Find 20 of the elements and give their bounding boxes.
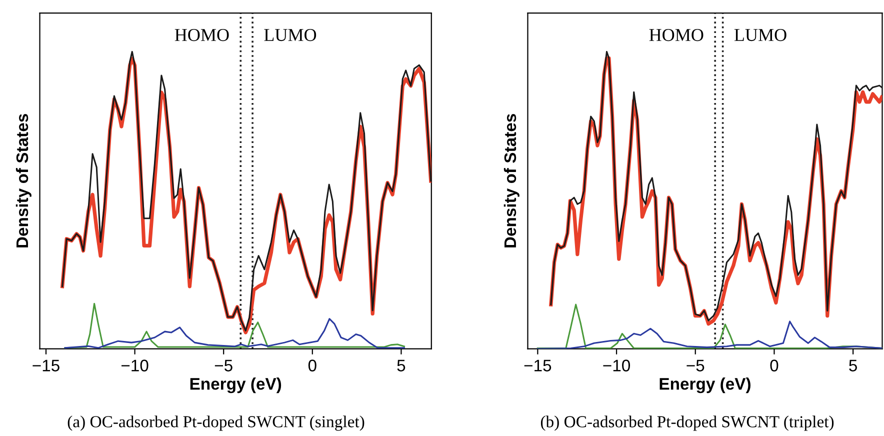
text: (a) OC-adsorbed Pt-doped SWCNT (singlet) <box>68 416 364 431</box>
x-axis-title: Energy (eV) <box>660 378 750 394</box>
x-tick-label: 0 <box>770 360 778 372</box>
x-axis-title: Energy (eV) <box>190 378 282 394</box>
text: LUMO <box>264 28 316 42</box>
x-tick-label: −5 <box>686 360 704 372</box>
x-tick-label: 5 <box>397 360 406 372</box>
x-tick-label: −5 <box>214 360 232 372</box>
x-tick-label: −15 <box>524 360 552 372</box>
x-tick-label: 5 <box>849 360 857 372</box>
text: LUMO <box>734 28 786 42</box>
text: HOMO <box>174 28 229 42</box>
text: HOMO <box>649 28 704 42</box>
x-tick-label: −10 <box>121 360 148 372</box>
x-tick-label: 0 <box>308 360 316 372</box>
y-axis-title: Density of States <box>16 114 32 248</box>
y-axis-title: Density of States <box>504 114 520 248</box>
x-tick-label: −15 <box>32 360 60 372</box>
text: (b) OC-adsorbed Pt-doped SWCNT (triplet) <box>540 416 834 431</box>
x-tick-label: −10 <box>603 360 630 372</box>
